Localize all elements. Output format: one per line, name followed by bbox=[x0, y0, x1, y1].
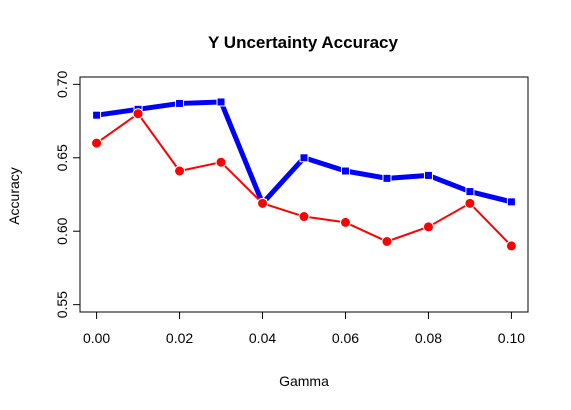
x-tick-label: 0.10 bbox=[498, 330, 525, 346]
y-tick-label: 0.60 bbox=[54, 217, 70, 244]
chart-title: Y Uncertainty Accuracy bbox=[208, 33, 398, 52]
series-2-point bbox=[257, 197, 269, 209]
x-tick-label: 0.00 bbox=[83, 330, 110, 346]
series-2-point bbox=[174, 165, 186, 177]
series-2-point bbox=[422, 221, 434, 233]
series-2-point bbox=[505, 240, 517, 252]
y-axis-label: Accuracy bbox=[6, 167, 22, 225]
series-1-point bbox=[506, 197, 516, 207]
series-2-point bbox=[339, 216, 351, 228]
series-1-point bbox=[382, 173, 392, 183]
series-1-point bbox=[465, 187, 475, 197]
series-2-point bbox=[91, 137, 103, 149]
x-axis-label: Gamma bbox=[279, 373, 329, 389]
series-2-point bbox=[298, 211, 310, 223]
series-2-line bbox=[96, 112, 513, 247]
series-1-point bbox=[340, 166, 350, 176]
series-2-point bbox=[464, 197, 476, 209]
y-tick-label: 0.65 bbox=[54, 144, 70, 171]
plot-frame bbox=[79, 76, 529, 313]
x-tick-label: 0.06 bbox=[332, 330, 359, 346]
series-1 bbox=[92, 97, 516, 208]
series-1-line bbox=[96, 99, 513, 206]
series-2-point bbox=[215, 156, 227, 168]
series-2-point bbox=[381, 236, 393, 247]
series-1-point bbox=[216, 97, 226, 107]
x-tick-label: 0.04 bbox=[249, 330, 276, 346]
x-tick-label: 0.02 bbox=[166, 330, 193, 346]
series-2-point bbox=[132, 108, 144, 120]
x-tick-label: 0.08 bbox=[415, 330, 442, 346]
x-axis: 0.00 0.02 0.04 0.06 0.08 0.10 bbox=[83, 311, 525, 346]
series-1-point bbox=[423, 170, 433, 180]
series-1-point bbox=[299, 153, 309, 163]
series-1-point bbox=[175, 98, 185, 108]
series-2 bbox=[91, 108, 517, 252]
series-layer bbox=[91, 97, 517, 252]
series-1-point bbox=[92, 110, 102, 120]
y-axis: 0.55 0.60 0.65 0.70 bbox=[54, 71, 81, 318]
y-tick-label: 0.55 bbox=[54, 291, 70, 318]
y-tick-label: 0.70 bbox=[54, 71, 70, 98]
